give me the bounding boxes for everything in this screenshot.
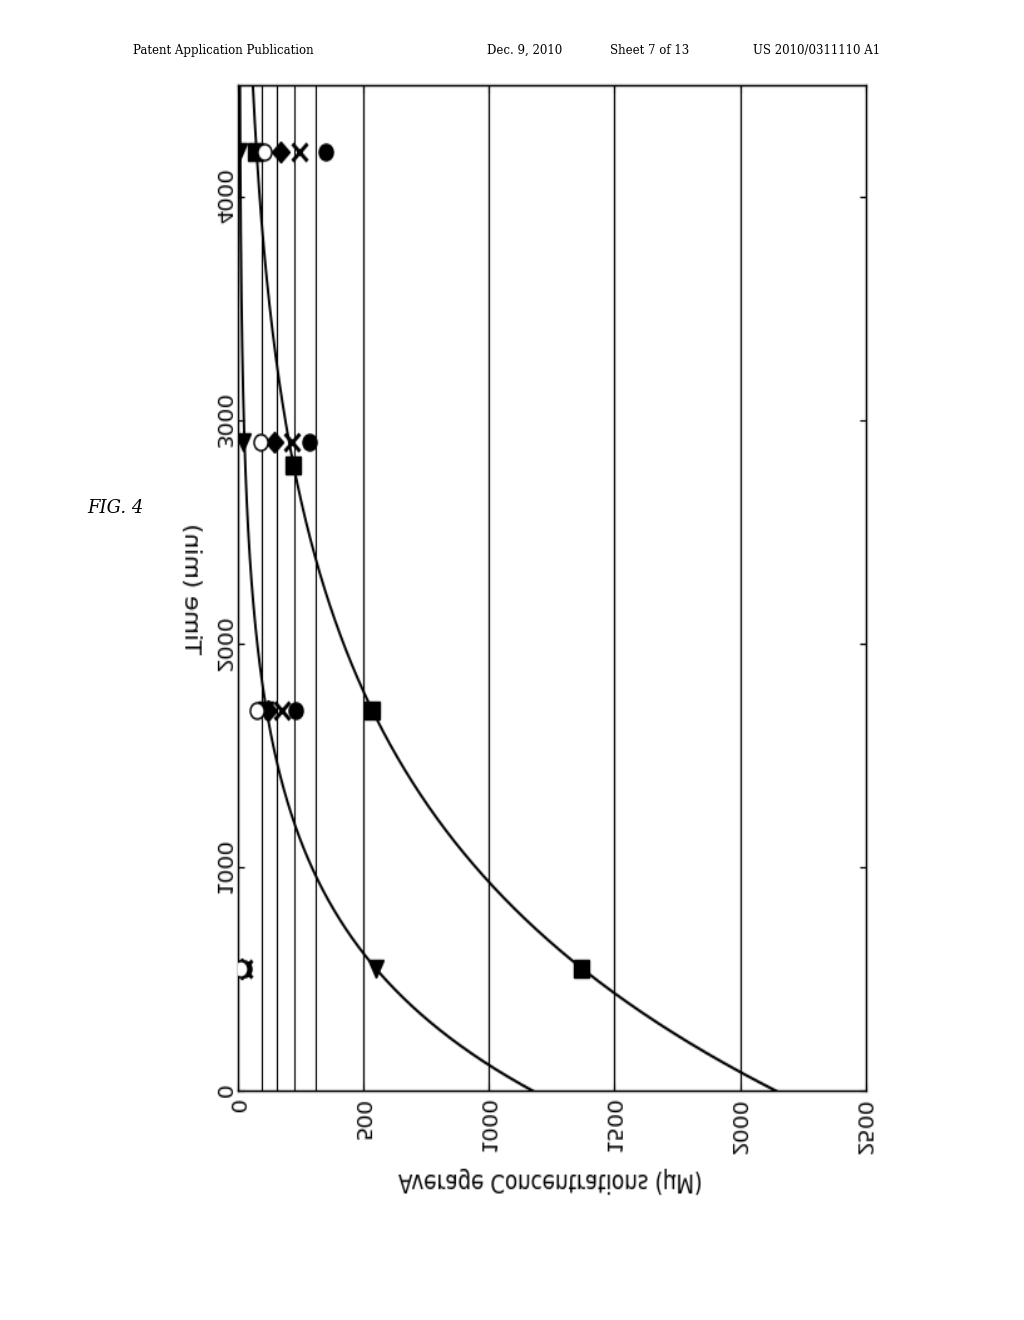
Text: Sheet 7 of 13: Sheet 7 of 13 [610,44,689,57]
Text: US 2010/0311110 A1: US 2010/0311110 A1 [753,44,880,57]
Text: Patent Application Publication: Patent Application Publication [133,44,313,57]
Text: Dec. 9, 2010: Dec. 9, 2010 [487,44,562,57]
Text: FIG. 4: FIG. 4 [87,499,143,517]
